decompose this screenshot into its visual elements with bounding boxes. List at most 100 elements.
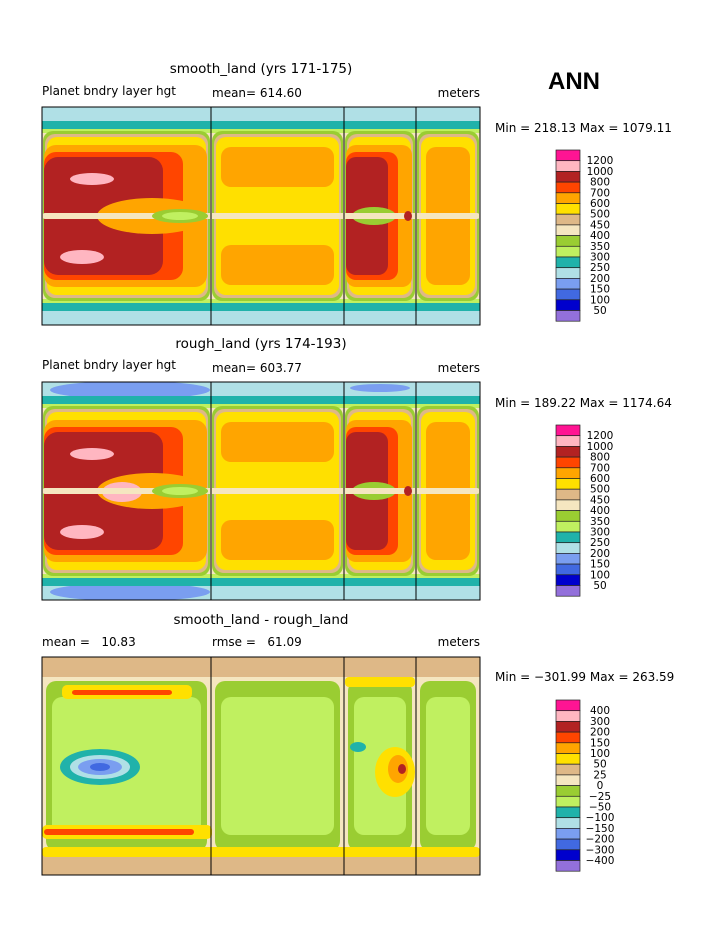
colorbar-box xyxy=(555,838,581,851)
contour-region xyxy=(426,697,470,835)
colorbar-label: 800 xyxy=(590,177,610,189)
colorbar-label: 400 xyxy=(590,505,610,517)
panel2-title: rough_land (yrs 174-193) xyxy=(175,336,347,352)
contour-region xyxy=(162,487,198,495)
colorbar-box xyxy=(555,245,581,258)
colorbar-box xyxy=(555,278,581,290)
colorbar-box xyxy=(555,456,581,469)
colorbar-label: 50 xyxy=(593,580,606,592)
panel1-units: meters xyxy=(437,86,480,100)
colorbar-label: −300 xyxy=(586,844,615,856)
colorbar-box xyxy=(555,499,581,511)
colorbar-label: 0 xyxy=(597,780,604,792)
colorbar-label: 500 xyxy=(590,209,610,221)
panel3-rmse: rmse = 61.09 xyxy=(212,635,302,649)
colorbar-label: 300 xyxy=(590,252,610,264)
colorbar-label: 600 xyxy=(590,198,610,210)
map-panel-2 xyxy=(42,382,480,600)
contour-region xyxy=(345,677,415,687)
contour-region xyxy=(50,382,210,399)
colorbar-label: 150 xyxy=(590,559,610,571)
contour-region xyxy=(60,250,104,264)
colorbar-box xyxy=(555,817,581,829)
panel3-mean: mean = 10.83 xyxy=(42,635,136,649)
contour-region xyxy=(221,147,334,187)
colorbar-box xyxy=(555,806,581,819)
contour-region xyxy=(90,763,110,771)
contour-region xyxy=(50,583,210,600)
colorbar-label: 250 xyxy=(590,262,610,274)
colorbar-label: 100 xyxy=(590,294,610,306)
panel2-mean-value: 603.77 xyxy=(259,361,302,375)
contour-region xyxy=(404,486,412,496)
contour-region xyxy=(42,213,480,219)
colorbar-box xyxy=(555,213,581,226)
colorbar-label: 300 xyxy=(590,716,610,728)
contour-region xyxy=(398,764,406,774)
colorbar-2: 1200100080070060050045040035030025020015… xyxy=(555,424,614,597)
colorbar-box xyxy=(555,520,581,533)
colorbar-label: 800 xyxy=(590,452,610,464)
colorbar-1: 1200100080070060050045040035030025020015… xyxy=(555,149,613,322)
colorbar-box xyxy=(555,235,581,247)
map-frame-1 xyxy=(41,106,481,326)
colorbar-label: 300 xyxy=(590,527,610,539)
contour-region xyxy=(44,829,194,835)
colorbar-label: 350 xyxy=(590,516,610,528)
contour-region xyxy=(42,488,480,494)
colorbar-label: 700 xyxy=(590,462,610,474)
colorbar-box xyxy=(555,553,581,565)
panel1-mean-label: mean= xyxy=(212,86,257,100)
colorbar-box xyxy=(555,435,581,447)
colorbar-box xyxy=(555,203,581,215)
colorbar-label: 600 xyxy=(590,473,610,485)
colorbar-box xyxy=(555,563,581,576)
panel2-units: meters xyxy=(437,361,480,375)
colorbar-box xyxy=(555,731,581,744)
map-panel-3 xyxy=(42,657,480,875)
colorbar-label: 1000 xyxy=(587,441,614,453)
colorbar-box xyxy=(555,585,581,597)
panel3-title: smooth_land - rough_land xyxy=(173,612,349,628)
colorbar-label: 100 xyxy=(590,748,610,760)
map-panel-1 xyxy=(42,107,480,325)
colorbar-label: 250 xyxy=(590,537,610,549)
colorbar-label: 500 xyxy=(590,484,610,496)
contour-region xyxy=(72,690,172,695)
colorbar-box xyxy=(555,478,581,490)
contour-region xyxy=(350,384,410,392)
colorbar-box xyxy=(555,256,581,269)
colorbar-label: −50 xyxy=(589,802,611,814)
colorbar-label: 350 xyxy=(590,241,610,253)
panel3-rmse-label: rmse = xyxy=(212,635,256,649)
colorbar-label: 50 xyxy=(593,759,606,771)
map-frame-2 xyxy=(41,381,481,601)
colorbar-box xyxy=(555,192,581,204)
colorbar-box xyxy=(555,160,581,172)
panel3-units: meters xyxy=(437,635,480,649)
colorbar-box xyxy=(555,574,581,586)
contour-region xyxy=(70,448,114,460)
colorbar-box xyxy=(555,149,581,162)
colorbar-label: 50 xyxy=(593,305,606,317)
contour-region xyxy=(221,245,334,285)
contour-region xyxy=(221,697,334,835)
colorbar-box xyxy=(555,795,581,808)
colorbar-label: 450 xyxy=(590,219,610,231)
panel3-rmse-value: 61.09 xyxy=(267,635,302,649)
contour-region xyxy=(221,520,334,560)
panel1-mean: mean= 614.60 xyxy=(212,86,302,100)
colorbar-label: 700 xyxy=(590,187,610,199)
colorbar-box xyxy=(555,510,581,522)
colorbar-3: 40030020015010050250−25−50−100−150−200−3… xyxy=(555,699,615,872)
contour-region xyxy=(404,211,412,221)
contour-region xyxy=(221,422,334,462)
panel2-variable: Planet bndry layer hgt xyxy=(42,358,176,372)
colorbar-box xyxy=(555,542,581,554)
panel2-mean: mean= 603.77 xyxy=(212,361,302,375)
colorbar-box xyxy=(555,860,581,872)
colorbar-label: 1200 xyxy=(587,430,614,442)
colorbar-box xyxy=(555,753,581,765)
colorbar-box xyxy=(555,181,581,194)
